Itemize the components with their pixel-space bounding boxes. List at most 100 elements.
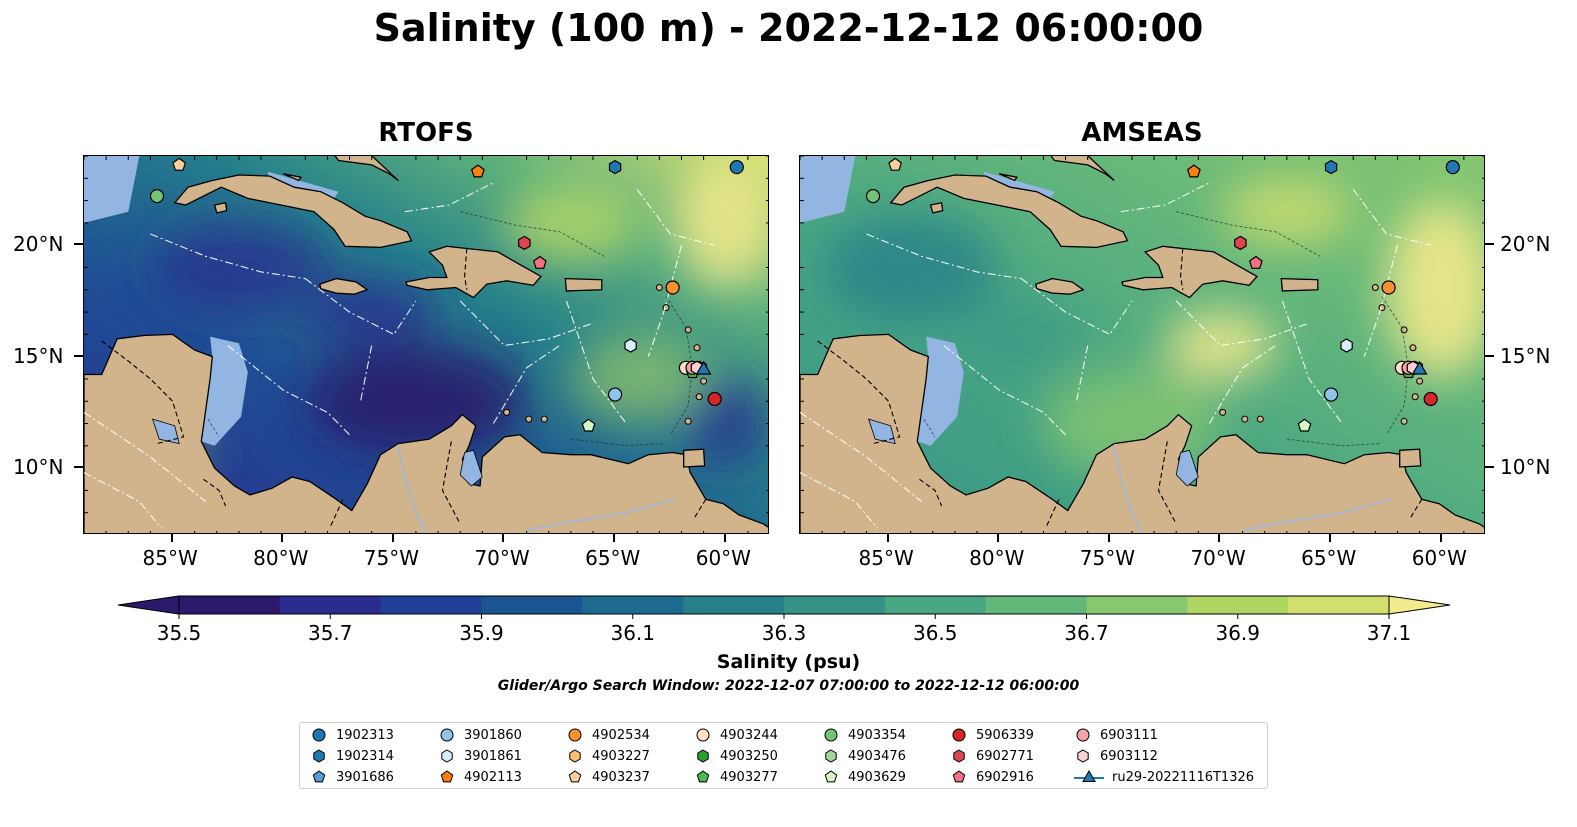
colorbar-tick-label: 37.1 [1367,621,1412,645]
legend-item: 6902771 [950,746,1034,766]
lon-tick-label: 75°W [363,546,420,570]
land-cuba [173,174,413,249]
panel-title-amseas: AMSEAS [1081,118,1203,148]
lon-tick-label: 80°W [969,546,1025,570]
land-cuba-keys [998,173,1018,182]
legend-item: 1902314 [310,746,394,766]
legend: 1902313 1902314 3901686 3901860 3901861 49021… [299,722,1268,789]
colorbar-tick-label: 36.5 [913,621,958,645]
legend-marker-hexagon-icon [697,749,709,763]
legend-label: 5906339 [976,727,1034,743]
float-marker-1902313 [729,160,744,175]
colorbar-tick-label: 36.1 [610,621,655,645]
float-marker-5906339 [707,391,722,407]
legend-item: 5906339 [950,725,1034,745]
lon-tick-label: 60°W [1411,546,1467,570]
lon-tick-mark [723,534,726,542]
float-marker-4902113 [1186,164,1201,178]
colorbar-segment [380,596,482,614]
colorbar-segment [884,596,987,614]
float-marker-6902771 [518,235,531,251]
legend-marker-circle-icon [696,728,710,742]
lon-tick-label: 60°W [695,546,751,570]
lon-tick-label: 70°W [474,546,530,570]
legend-marker-pentagon-icon [312,770,326,783]
lat-tick-mark [1485,243,1494,246]
legend-label: 4902113 [464,769,522,785]
legend-label: 1902314 [336,748,394,764]
legend-item: 4903476 [822,746,906,766]
colorbar: 35.5 35.7 35.9 36.1 36.3 36.5 36.7 36.9 37.1 [117,595,1451,645]
land-cuba-keys [282,173,302,182]
land-mainland [800,333,1484,533]
float-marker-4903629 [1297,418,1312,432]
legend-marker-hexagon-icon [953,749,965,763]
land-puerto-rico [564,277,603,292]
float-marker-3901861 [624,338,637,353]
colorbar-tick-label: 35.5 [157,621,202,645]
lat-tick-label: 15°N [13,343,64,368]
legend-label: ru29-20221116T1326 [1112,769,1255,785]
float-marker-1902313 [1445,160,1460,175]
legend-label: 4903250 [720,748,778,764]
float-marker-6902916 [1248,255,1263,269]
legend-label: 4903237 [592,769,650,785]
map-rtofs [83,155,769,534]
land-jamaica [318,277,369,295]
legend-marker-pentagon-icon [824,770,838,783]
legend-label: 4903244 [720,727,778,743]
float-marker-3901860 [607,387,623,402]
legend-item: ru29-20221116T1326 [1074,767,1254,787]
land-hispaniola [405,245,543,299]
colorbar-label: Salinity (psu) [716,651,861,673]
legend-marker-pentagon-icon [696,770,710,783]
land-trinidad [1399,448,1422,468]
lon-tick-label: 75°W [1079,546,1136,570]
legend-label: 6902916 [976,769,1034,785]
land-bahamas [1050,156,1115,182]
lat-tick-label: 10°N [13,455,64,480]
legend-item: 3901860 [438,725,522,745]
land-isla-juventud [929,202,944,214]
legend-item: 4903629 [822,767,906,787]
lon-tick-mark [1439,534,1442,542]
float-marker-4902113 [470,164,485,178]
legend-label: 6902771 [976,748,1034,764]
lon-tick-mark [613,534,616,542]
figure-title: Salinity (100 m) - 2022-12-12 06:00:00 [373,6,1204,50]
colorbar-extend-high [1388,595,1451,615]
colorbar-segment [179,596,281,614]
legend-marker-pentagon-icon [440,770,454,783]
float-marker-1902314 [608,159,622,175]
legend-label: 4903277 [720,769,778,785]
float-marker-6902771 [1234,235,1247,251]
legend-marker-circle-icon [312,728,326,742]
legend-marker-hexagon-icon [1077,749,1089,763]
legend-item: 3901686 [310,767,394,787]
lat-tick-mark [74,354,83,357]
land-cuba [889,174,1129,249]
legend-label: 6903111 [1100,727,1158,743]
lat-tick-label: 20°N [13,232,64,257]
colorbar-segment [582,596,684,614]
legend-marker-circle-icon [824,728,838,742]
colorbar-segment [1187,596,1289,614]
float-marker-4902534 [1381,280,1396,295]
legend-label: 4903354 [848,727,906,743]
colorbar-segment [985,596,1087,614]
land-hispaniola [1121,245,1259,299]
legend-item: 6903112 [1074,746,1158,766]
legend-item: 3901861 [438,746,522,766]
lat-tick-mark [74,466,83,469]
legend-item: 4902534 [566,725,650,745]
float-marker-ru29-20221116T1326 [1411,360,1428,375]
legend-marker-circle-icon [440,728,454,742]
legend-item: 4903277 [694,767,778,787]
colorbar-tick-label: 36.9 [1215,621,1260,645]
lat-tick-mark [74,243,83,246]
lat-tick-label: 15°N [1500,343,1551,368]
legend-marker-pentagon-icon [952,770,966,783]
colorbar-segment [784,596,886,614]
lon-tick-label: 85°W [858,546,914,570]
lon-tick-mark [1218,534,1221,542]
